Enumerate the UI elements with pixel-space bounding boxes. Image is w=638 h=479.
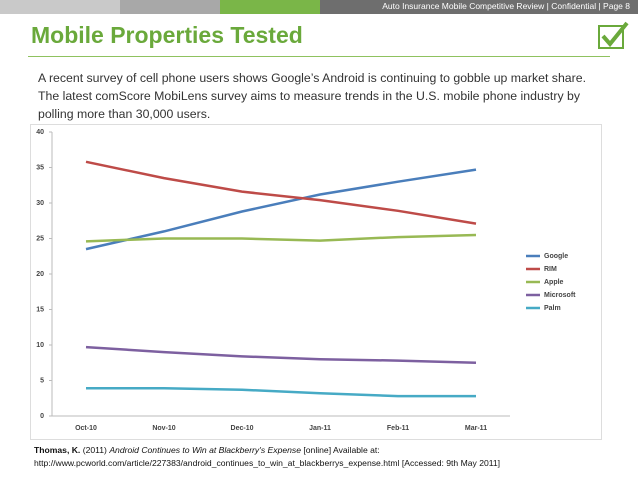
- logo: [598, 21, 629, 49]
- citation-url: http://www.pcworld.com/article/227383/an…: [34, 458, 501, 468]
- x-tick-label: Mar-11: [465, 425, 487, 432]
- series-line: [85, 160, 477, 225]
- legend-label: RIM: [544, 266, 557, 273]
- series-line: [85, 168, 477, 251]
- citation-author: Thomas, K.: [34, 445, 81, 455]
- series-line: [86, 387, 476, 398]
- y-tick-label: 10: [36, 342, 44, 349]
- slide-title: Mobile Properties Tested: [31, 22, 303, 48]
- chart: 0 5 10 15 20 25 30 35 40 Oct-10 Nov-10 Dec-10 Jan-11…: [30, 124, 602, 440]
- legend-label: Apple: [544, 279, 564, 286]
- citation-available: [online] Available at:: [303, 445, 380, 455]
- intro-line: polling more than 30,000 users.: [38, 107, 211, 121]
- intro-line: A recent survey of cell phone users show…: [38, 71, 586, 85]
- y-tick-label: 20: [36, 271, 44, 278]
- title-rule: [28, 56, 610, 57]
- legend-label: Google: [544, 253, 568, 260]
- y-tick-label: 0: [40, 413, 44, 420]
- x-tick-label: Dec-10: [231, 425, 254, 432]
- top-bar: [0, 0, 638, 14]
- y-tick-label: 15: [36, 306, 44, 313]
- x-tick-label: Jan-11: [309, 425, 331, 432]
- legend-label: Palm: [544, 305, 561, 312]
- series-line: [85, 233, 477, 243]
- y-tick-label: 25: [36, 235, 44, 242]
- citation: Thomas, K. (2011) Android Continues to W…: [34, 445, 380, 455]
- legend-label: Microsoft: [544, 292, 576, 299]
- series-line: [85, 345, 477, 364]
- citation-title: Android Continues to Win at Blackberry's…: [109, 445, 301, 455]
- y-tick-label: 40: [36, 129, 44, 136]
- y-tick-label: 30: [36, 200, 44, 207]
- x-tick-label: Oct-10: [75, 425, 97, 432]
- x-tick-label: Nov-10: [152, 425, 175, 432]
- x-tick-label: Feb-11: [387, 425, 409, 432]
- y-tick-label: 35: [36, 164, 44, 171]
- intro-line: The latest comScore MobiLens survey aims…: [38, 89, 580, 103]
- y-tick-label: 5: [40, 377, 44, 384]
- citation-year: (2011): [82, 445, 107, 455]
- header-text: Auto Insurance Mobile Competitive Review…: [382, 1, 630, 11]
